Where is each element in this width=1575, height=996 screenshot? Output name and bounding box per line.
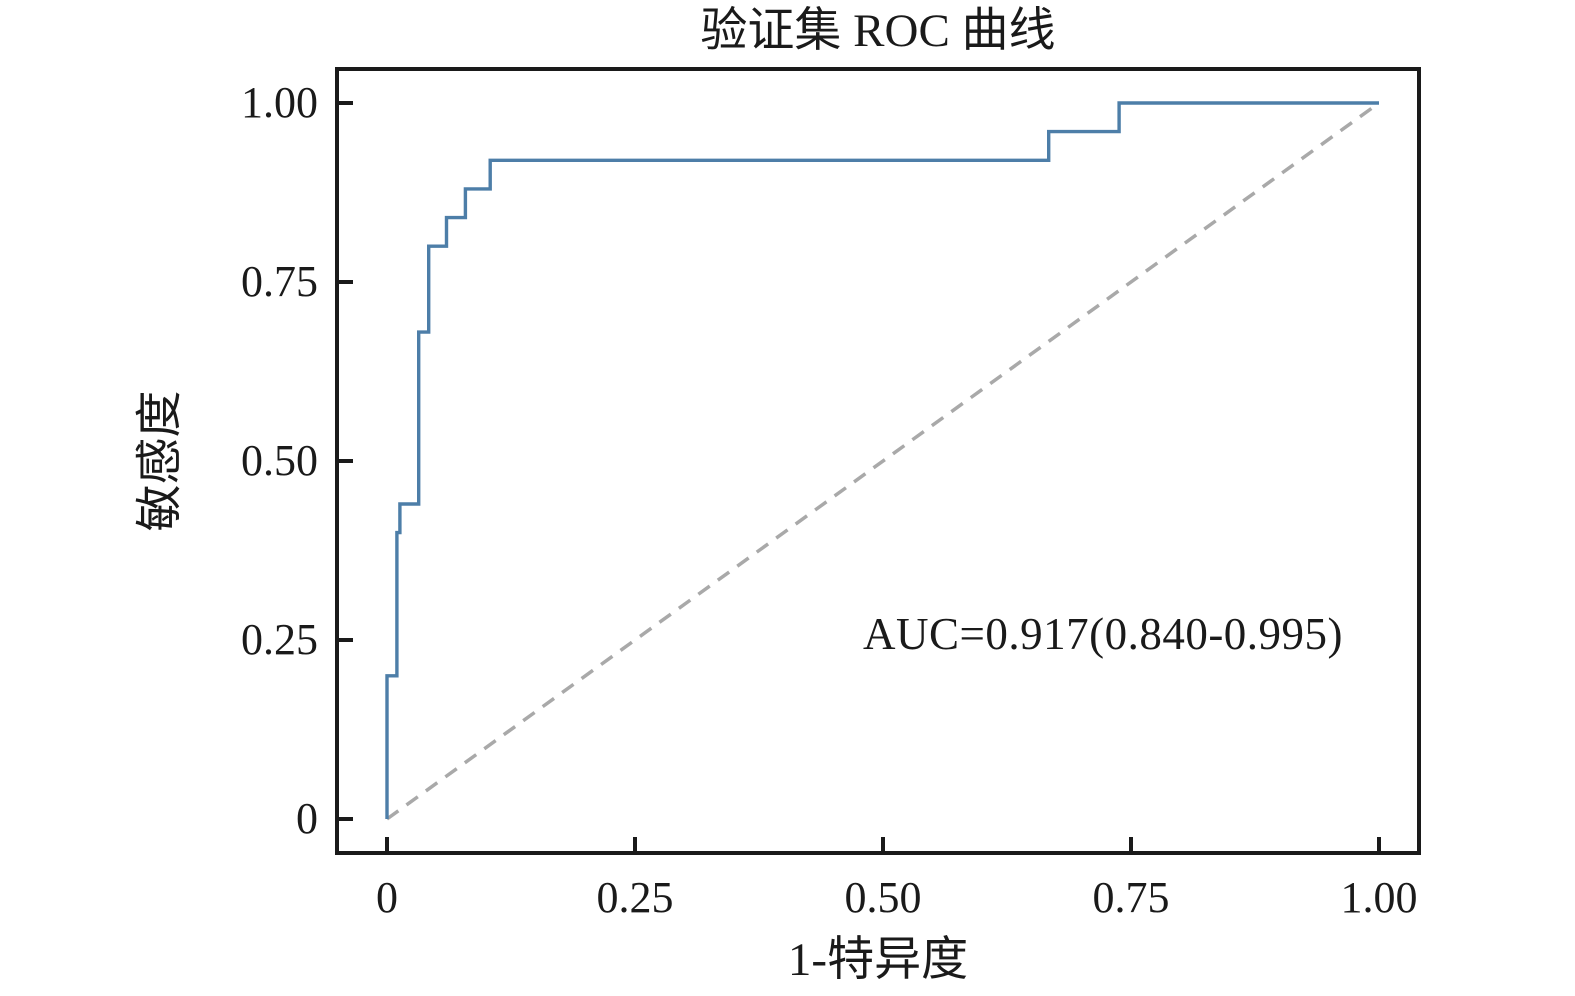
roc-curve-line xyxy=(385,101,1379,819)
y-tick-label: 0.75 xyxy=(241,257,318,306)
y-tick-label: 0.50 xyxy=(241,436,318,485)
x-tick-label: 0.25 xyxy=(596,873,674,922)
y-tick-label: 1.00 xyxy=(241,78,318,127)
x-tick-label: 0.50 xyxy=(844,873,922,922)
x-tick-label: 0.75 xyxy=(1092,873,1170,922)
plot-border xyxy=(335,67,1421,855)
chance-diagonal-line xyxy=(385,101,1381,821)
auc-annotation: AUC=0.917(0.840-0.995) xyxy=(862,609,1344,659)
x-axis-title: 1-特异度 xyxy=(787,934,969,986)
y-tick-label: 0.25 xyxy=(241,615,318,664)
x-tick-label: 1.00 xyxy=(1340,873,1418,922)
chart-title: 验证集 ROC 曲线 xyxy=(700,5,1056,57)
y-tick-label: 0 xyxy=(296,794,318,843)
x-tick-label: 0 xyxy=(376,873,398,922)
